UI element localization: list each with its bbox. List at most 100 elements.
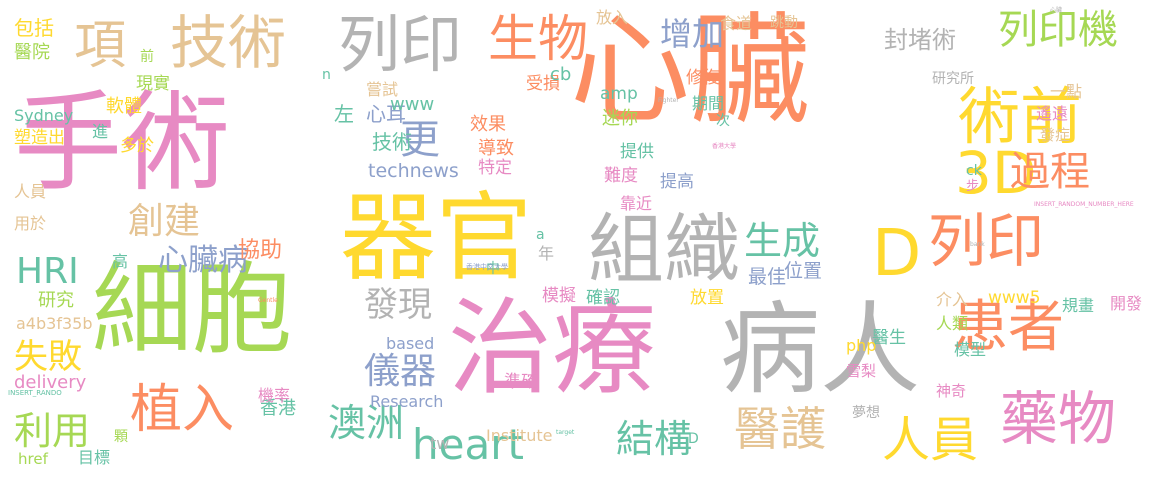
cloud-word: 過程 [1010, 149, 1090, 195]
cloud-word: 次 [716, 113, 730, 129]
cloud-word: Sydney [14, 106, 74, 125]
cloud-word: INSERT_RANDOM_NUMBER_HERE [1034, 201, 1134, 208]
cloud-word: 開發 [1110, 294, 1143, 313]
cloud-word: 期間 [692, 94, 725, 113]
cloud-word: 患者 [952, 295, 1064, 360]
cloud-word: 細胞 [92, 251, 292, 368]
cloud-word: 香港大學 [712, 143, 737, 150]
cloud-word: 迷你 [602, 108, 638, 129]
cloud-word: 澳洲 [328, 401, 405, 445]
cloud-word: 醫院 [14, 42, 50, 63]
cloud-word: 顆 [114, 429, 128, 445]
cloud-word: technews [368, 160, 459, 182]
cloud-word: 手術 [14, 81, 231, 206]
cloud-word: 位置 [784, 260, 823, 282]
cloud-word: 放入 [596, 8, 629, 27]
cloud-word: 生成 [744, 219, 821, 263]
cloud-word: 靠近 [620, 194, 653, 213]
cloud-word: 放置 [690, 288, 724, 308]
cloud-word: D [688, 431, 699, 447]
cloud-word: 塑造出 [14, 128, 65, 148]
cloud-word: a4b3f35b [16, 314, 93, 333]
cloud-word: 軟體 [106, 96, 142, 117]
cloud-word: heart [412, 420, 524, 469]
cloud-word: 技術 [170, 9, 287, 77]
cloud-word: bank [970, 241, 985, 248]
cloud-word: 多於 [120, 136, 154, 156]
cloud-word: Fighter [658, 97, 679, 104]
cloud-word: 目標 [78, 448, 111, 467]
cloud-word: 確認 [586, 288, 620, 308]
cloud-word: 發現 [364, 285, 432, 325]
cloud-word: 進 [92, 122, 109, 141]
cloud-word: 模擬 [542, 286, 576, 306]
cloud-word: 利用 [14, 409, 91, 453]
cloud-word: delivery [14, 372, 87, 393]
cloud-word: 修復 [686, 68, 720, 88]
cloud-word: 跳動 [770, 15, 798, 31]
cloud-word: 嘗試 [366, 80, 399, 99]
cloud-word: 雪梨 [846, 362, 877, 380]
cloud-word: 介入 [936, 290, 969, 309]
cloud-word: 步 [966, 179, 980, 194]
cloud-word: www5 [988, 288, 1041, 308]
cloud-word: 機率 [258, 386, 291, 405]
cloud-word: Gentle [258, 297, 278, 304]
cloud-word: 項 [74, 16, 127, 76]
cloud-word: target [556, 429, 575, 436]
cloud-word: 夢想 [852, 405, 880, 421]
cloud-word: 治療 [448, 287, 657, 409]
cloud-word: amp [600, 84, 638, 104]
cloud-word: 香港 [260, 398, 296, 419]
cloud-word: based [386, 334, 435, 353]
cloud-word: 食道 [720, 14, 753, 33]
cloud-word: 失敗 [14, 337, 82, 377]
cloud-word: 準確 [504, 372, 538, 392]
cloud-word: 儀器 [364, 351, 437, 392]
cloud-word: 人類 [936, 314, 969, 333]
cloud-word: 組織 [588, 205, 740, 294]
cloud-word: 研究所 [932, 71, 974, 87]
cloud-word: 心臟病 [158, 243, 248, 278]
cloud-word: 模型 [954, 340, 987, 359]
cloud-word: D [872, 217, 922, 291]
cloud-word: 增加 [660, 15, 725, 53]
cloud-word: 人員 [882, 412, 979, 468]
cloud-word: 術前 [958, 80, 1083, 153]
cloud-word: 技術 [372, 130, 412, 154]
cloud-word: 植入 [130, 380, 235, 440]
cloud-word: 研究 [38, 290, 74, 311]
cloud-word: HRI [16, 251, 79, 292]
cloud-word: a [536, 227, 545, 243]
cloud-word: 結構 [616, 417, 693, 461]
cloud-word: 提供 [620, 142, 654, 162]
cloud-word: 受損 [526, 74, 560, 94]
cloud-word: 香港中文大學 [466, 263, 508, 271]
cloud-word: 列印機 [998, 7, 1118, 53]
cloud-word: 神奇 [936, 382, 967, 400]
cloud-word: n [322, 67, 331, 83]
cloud-word: 提高 [660, 172, 694, 192]
cloud-word: 年 [538, 244, 555, 263]
cloud-word: 規畫 [1062, 296, 1095, 315]
cloud-word: Research [370, 392, 444, 411]
cloud-word: 更 [400, 117, 440, 163]
cloud-word: 導致 [478, 138, 514, 159]
cloud-word: href [18, 450, 48, 468]
cloud-word: 前 [140, 49, 154, 65]
cloud-word: 列印 [338, 8, 463, 81]
cloud-word: 心臟 [1050, 7, 1063, 14]
cloud-word: 心臟 [570, 2, 810, 141]
cloud-word: 器官 [340, 182, 532, 294]
cloud-word: 心耳 [366, 102, 406, 126]
cloud-word: 生物 [488, 10, 588, 68]
cloud-word: 協助 [238, 238, 283, 263]
cloud-word: 發症 [1040, 126, 1071, 144]
cloud-word: 包括 [14, 16, 54, 40]
cloud-word: 人員 [14, 182, 47, 201]
cloud-word: 創建 [128, 201, 201, 242]
cloud-word: INSERT_RANDO [8, 389, 62, 397]
cloud-word: cb [550, 64, 572, 85]
cloud-word: 最佳 [748, 266, 787, 288]
